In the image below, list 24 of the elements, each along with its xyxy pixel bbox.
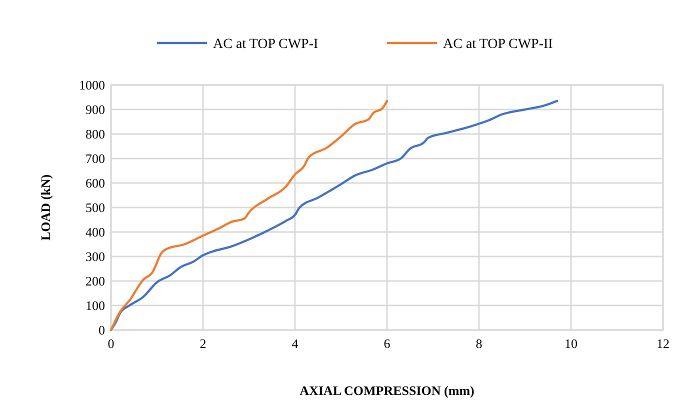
y-tick-label: 700	[86, 151, 105, 166]
y-axis-title: LOAD (kN)	[38, 174, 53, 241]
line-series	[110, 100, 388, 332]
y-tick-label: 800	[86, 126, 105, 142]
x-tick-label: 6	[384, 336, 391, 351]
x-tick-label: 10	[564, 336, 578, 351]
x-tick-label: 8	[476, 336, 482, 351]
x-tick-label: 12	[656, 336, 670, 351]
y-tick-label: 900	[86, 102, 105, 118]
x-tick-label: 4	[292, 336, 299, 351]
y-tick-label: 600	[86, 176, 105, 191]
legend-label: AC at TOP CWP-I	[213, 36, 318, 52]
y-tick-label: 500	[86, 200, 105, 216]
y-tick-label: 200	[86, 274, 105, 289]
y-tick-label: 0	[98, 322, 105, 338]
legend-label: AC at TOP CWP-II	[443, 36, 554, 52]
y-tick-label: 1000	[79, 78, 105, 93]
x-tick-label: 2	[200, 336, 206, 351]
line-series	[110, 100, 558, 332]
x-tick-label: 0	[108, 336, 114, 351]
y-tick-label: 100	[86, 298, 105, 314]
y-tick-label: 300	[86, 249, 105, 264]
y-tick-label: 400	[86, 224, 105, 240]
x-axis-title: AXIAL COMPRESSION (mm)	[300, 383, 474, 398]
